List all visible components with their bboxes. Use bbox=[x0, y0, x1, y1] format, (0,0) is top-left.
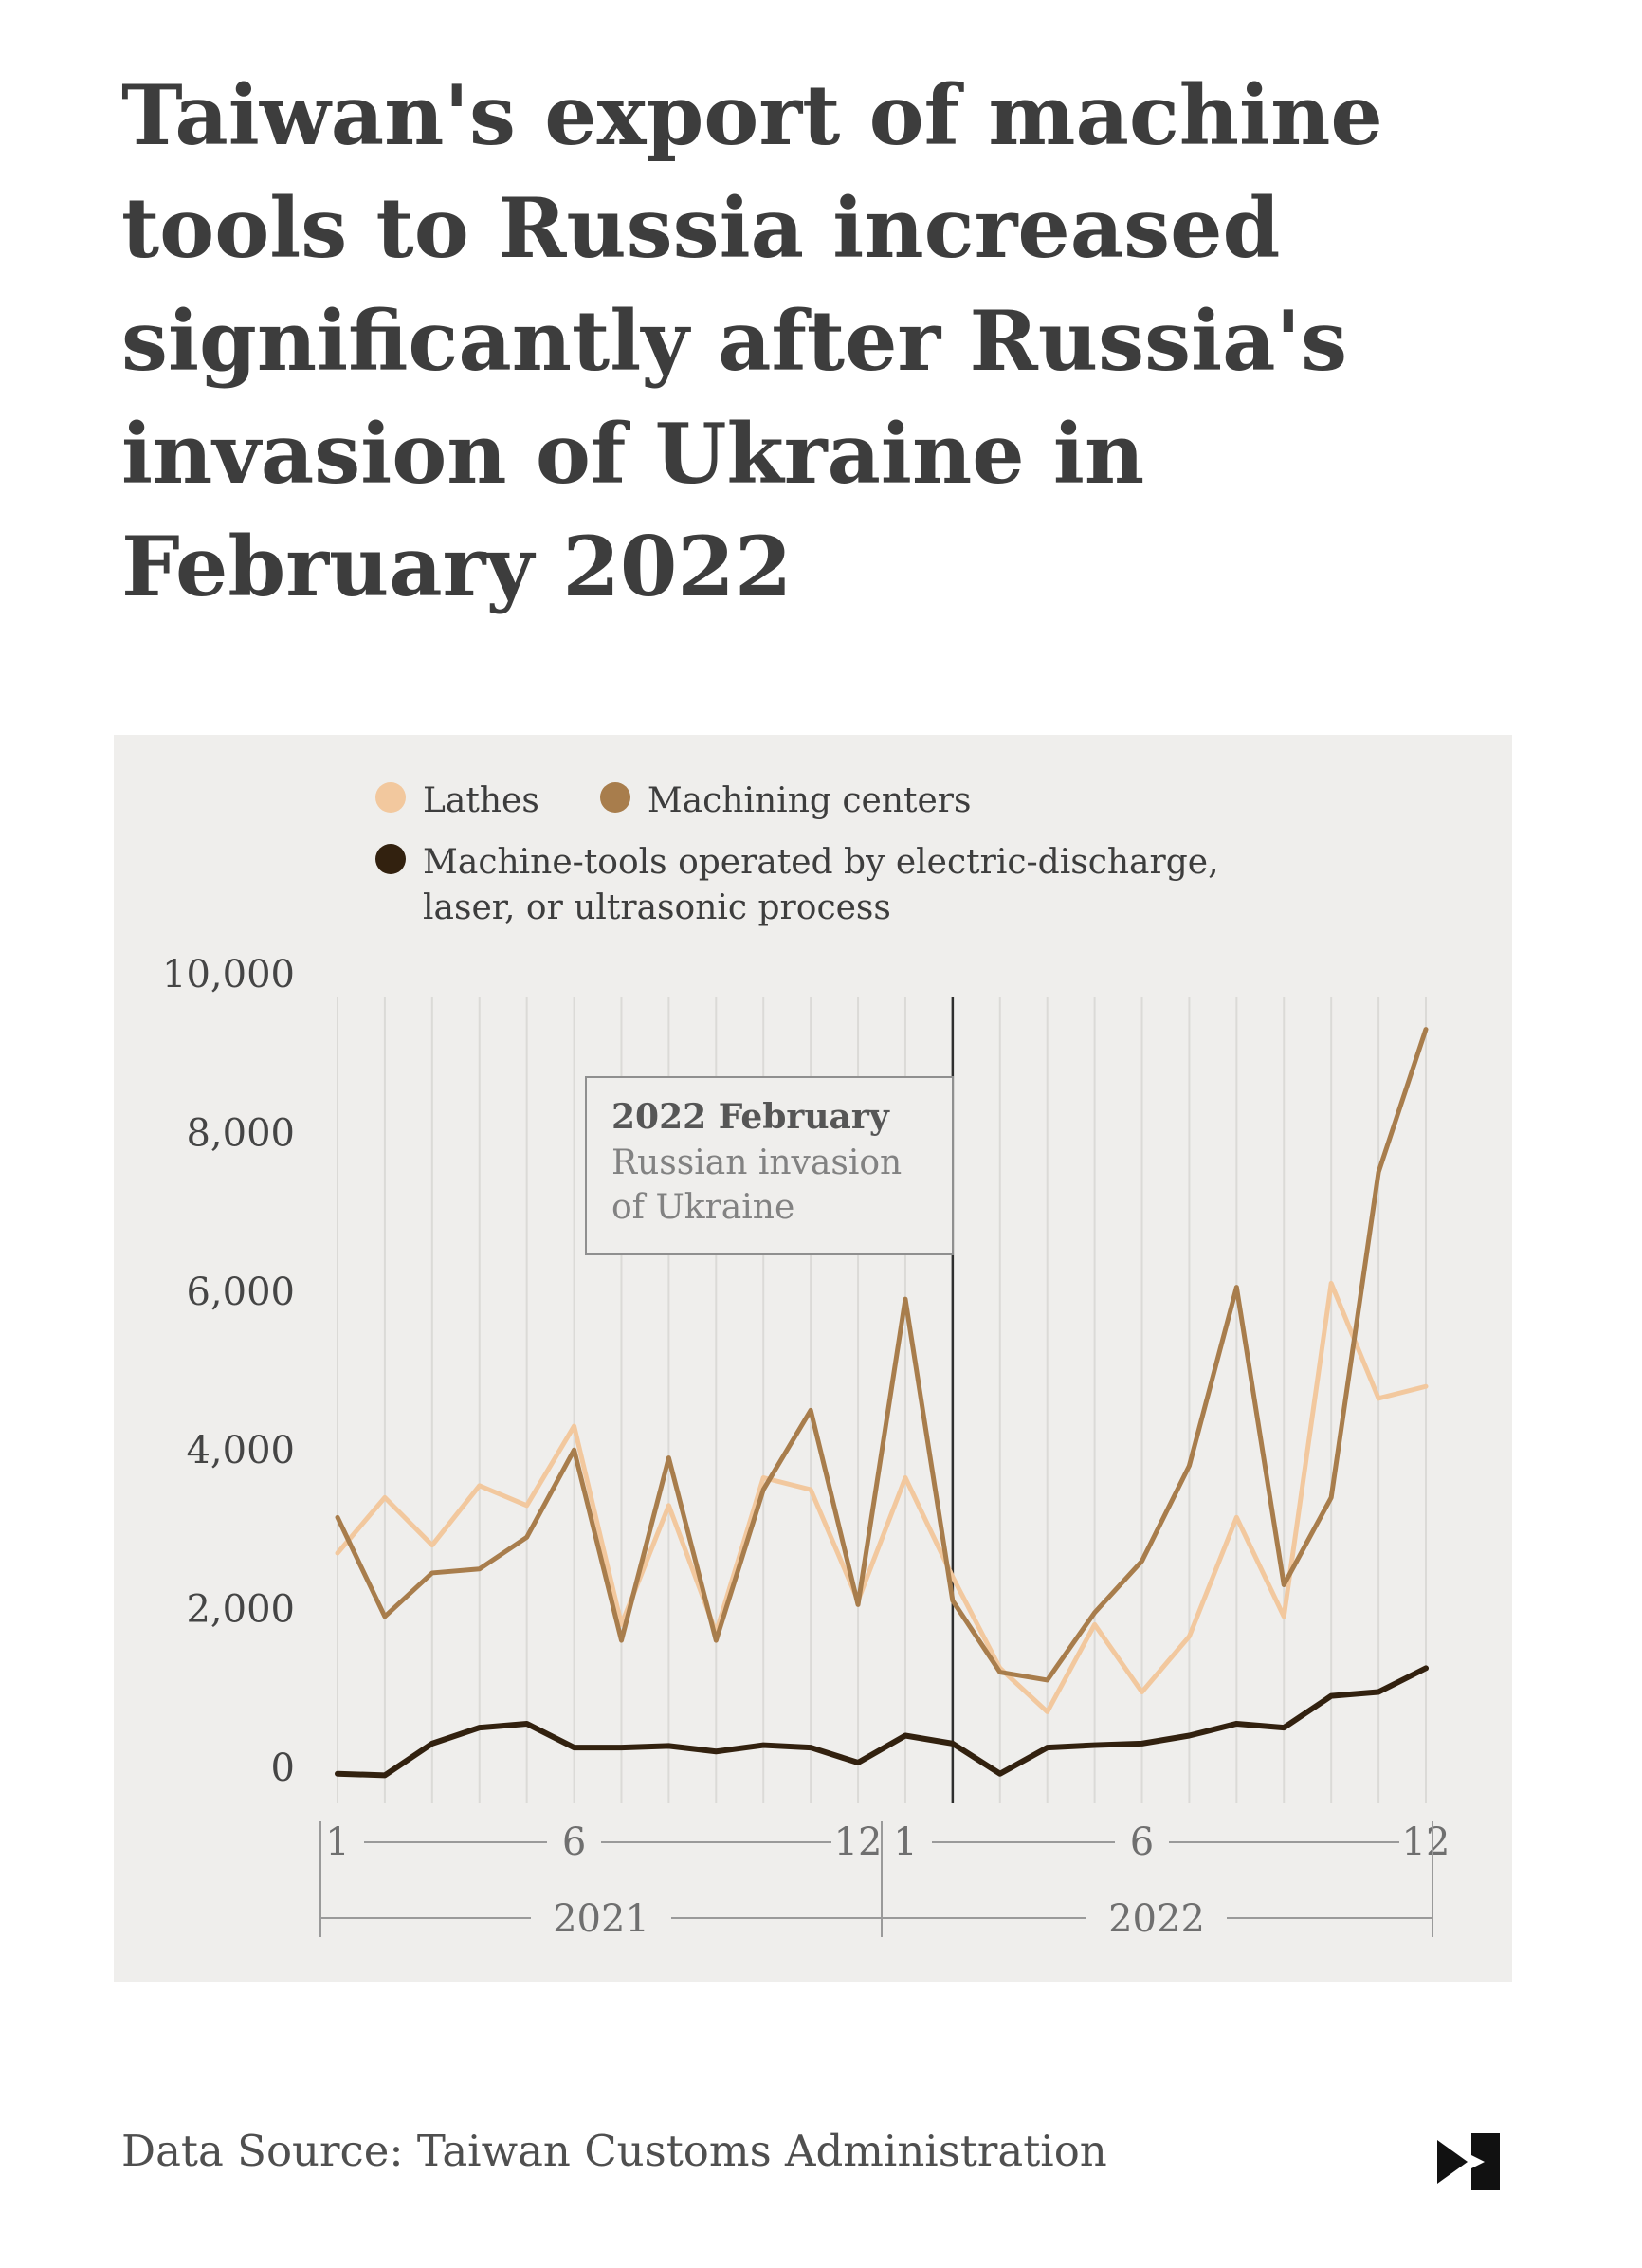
chart-panel: 0 2,000 4,000 6,000 8,000 10,000 1 6 12 1 6 12 2021 2… bbox=[114, 735, 1512, 1982]
svg-text:1: 1 bbox=[325, 1820, 349, 1864]
legend-row-1: Lathes Machining centers bbox=[375, 778, 1267, 825]
annotation-body: Russian invasion of Ukraine bbox=[611, 1143, 903, 1227]
svg-text:4,000: 4,000 bbox=[186, 1429, 295, 1472]
svg-text:2,000: 2,000 bbox=[186, 1588, 295, 1632]
legend-label: Machine-tools operated by electric-disch… bbox=[423, 842, 1219, 928]
lathes-swatch-icon bbox=[375, 782, 406, 813]
svg-text:8,000: 8,000 bbox=[186, 1111, 295, 1155]
event-annotation: 2022 February Russian invasion of Ukrain… bbox=[585, 1076, 954, 1255]
data-source-caption: Data Source: Taiwan Customs Administrati… bbox=[121, 2126, 1107, 2176]
svg-text:6: 6 bbox=[1130, 1820, 1154, 1864]
legend-label: Machining centers bbox=[647, 781, 972, 820]
svg-text:0: 0 bbox=[271, 1747, 295, 1790]
legend-label: Lathes bbox=[423, 781, 539, 820]
svg-text:12: 12 bbox=[834, 1820, 883, 1864]
svg-text:2022: 2022 bbox=[1108, 1897, 1205, 1941]
publisher-logo-icon bbox=[1437, 2133, 1500, 2190]
machining-centers-swatch-icon bbox=[599, 782, 630, 813]
page-title: Taiwan's export of machine tools to Russi… bbox=[121, 66, 1383, 615]
svg-text:2021: 2021 bbox=[553, 1897, 649, 1941]
svg-text:1: 1 bbox=[893, 1820, 917, 1864]
legend-item-lathes: Lathes bbox=[375, 778, 539, 825]
svg-text:6: 6 bbox=[562, 1820, 586, 1864]
legend-item-machining-centers: Machining centers bbox=[599, 778, 972, 825]
svg-text:12: 12 bbox=[1402, 1820, 1450, 1864]
svg-text:10,000: 10,000 bbox=[162, 953, 295, 997]
annotation-heading: 2022 February bbox=[611, 1097, 889, 1137]
chart-legend: Lathes Machining centers Machine-tools o… bbox=[375, 778, 1267, 932]
legend-item-edm-machine-tools: Machine-tools operated by electric-disch… bbox=[375, 840, 1267, 932]
edm-machine-tools-swatch-icon bbox=[375, 843, 406, 874]
svg-text:6,000: 6,000 bbox=[186, 1271, 295, 1314]
